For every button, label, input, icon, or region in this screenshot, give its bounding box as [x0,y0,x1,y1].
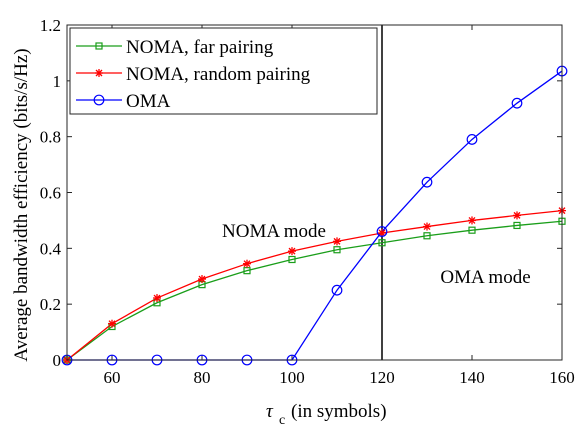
data-point-2-10 [511,97,523,109]
data-point-2-8 [421,176,433,188]
y-tick-label: 0.4 [40,239,62,258]
data-point-0-7 [378,239,386,247]
x-tick-label: 100 [279,368,305,387]
y-tick-label: 0 [53,351,62,370]
y-tick-labels: 0 0.2 0.4 0.6 0.8 1 1.2 [40,16,62,370]
data-point-1-8 [423,222,431,231]
data-point-2-9 [466,134,478,145]
y-tick-label: 0.6 [40,184,61,203]
data-point-1-10 [513,211,521,220]
legend-entries [76,42,122,106]
series-line-1 [66,209,563,361]
x-tick-labels: 60 80 100 120 140 160 [104,368,575,387]
plot-frame [66,24,563,361]
data-point-2-7 [376,226,388,237]
legend-label-oma: OMA [126,91,171,112]
y-axis-label: Average bandwidth efficiency (bits/s/Hz) [11,48,32,361]
data-point-0-8 [423,232,431,240]
data-point-0-10 [513,221,521,230]
y-tick-label: 0.8 [40,128,61,147]
y-tick-label: 1 [53,72,62,91]
x-axis-label: τ c (in symbols) [266,401,387,426]
x-tick-label: 80 [194,368,211,387]
data-point-1-4 [243,259,251,268]
x-tick-label: 60 [104,368,121,387]
data-point-2-6 [331,284,343,296]
annotation-oma-mode: OMA mode [440,267,530,288]
data-point-1-6 [333,237,341,246]
data-point-1-7 [378,228,386,237]
data-point-1-1 [108,319,116,328]
x-tick-label: 140 [459,368,485,387]
legend-marker-2 [93,94,105,106]
y-tick-label: 0.2 [40,295,61,314]
x-axis-label-symbol: τ [266,401,274,422]
x-axis-label-subscript: c [279,413,285,426]
y-tick-label: 1.2 [40,16,61,35]
data-point-1-2 [153,294,161,303]
legend-marker-1 [95,69,103,77]
x-axis-label-text: (in symbols) [291,401,387,422]
x-tick-label: 120 [369,368,395,387]
data-point-0-6 [333,246,341,254]
data-point-0-5 [288,255,296,264]
data-point-0-9 [468,226,476,234]
annotation-noma-mode: NOMA mode [222,221,326,242]
data-point-1-3 [198,275,206,284]
legend-label-random-pairing: NOMA, random pairing [126,64,311,85]
series-line-0 [66,220,563,361]
legend-marker-0 [95,42,103,50]
x-tick-label: 160 [549,368,575,387]
legend-label-far-pairing: NOMA, far pairing [126,37,274,58]
legend: NOMA, far pairing NOMA, random pairing O… [69,27,378,115]
data-point-1-9 [468,216,476,225]
data-point-1-5 [288,247,296,256]
